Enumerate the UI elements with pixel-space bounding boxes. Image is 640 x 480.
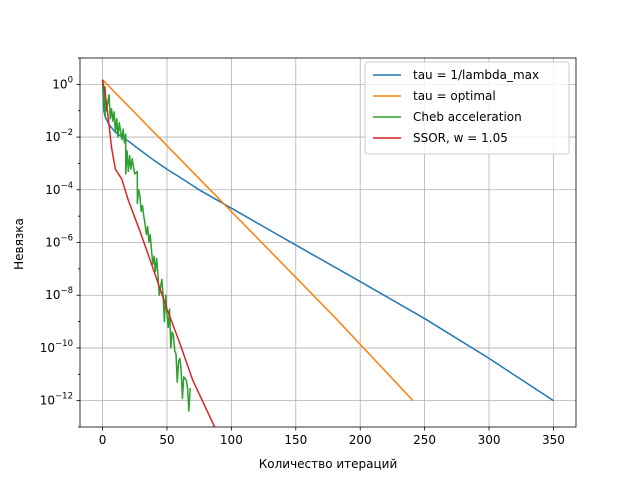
series-line-2 (102, 79, 414, 402)
y-tick-label: 100 (52, 75, 73, 91)
x-tick-label: 350 (542, 433, 565, 447)
x-tick-label: 100 (220, 433, 243, 447)
legend-entry: Cheb acceleration (413, 110, 522, 124)
legend-entry: tau = 1/lambda_max (413, 68, 539, 82)
series-line-4 (101, 79, 216, 428)
x-tick-label: 200 (349, 433, 372, 447)
y-tick-label: 10−4 (45, 181, 73, 197)
legend-entry: tau = optimal (413, 89, 496, 103)
x-axis-label: Количество итераций (259, 457, 398, 471)
legend-box (364, 61, 570, 155)
x-tick-label: 300 (478, 433, 501, 447)
y-tick-label: 10−12 (40, 392, 73, 408)
plot-lines (101, 79, 554, 428)
legend-entry: SSOR, w = 1.05 (413, 131, 508, 145)
y-tick-label: 10−8 (45, 286, 73, 302)
x-tick-label: 150 (284, 433, 307, 447)
axis-ticks: 0 50 100 150 200 250 300 350 100 10−2 10−4 10−6 10−8… (40, 57, 565, 447)
x-tick-label: 250 (413, 433, 436, 447)
y-axis-label: Невязка (12, 218, 26, 270)
series-line-3 (101, 79, 191, 412)
x-tick-label: 0 (99, 433, 107, 447)
x-tick-label: 50 (159, 433, 174, 447)
y-tick-label: 10−6 (45, 234, 73, 250)
y-tick-label: 10−10 (40, 339, 73, 355)
y-tick-label: 10−2 (45, 128, 73, 144)
